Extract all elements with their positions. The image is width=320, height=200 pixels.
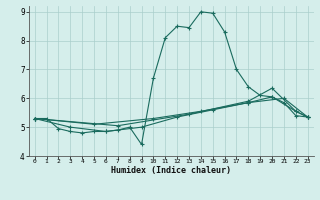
X-axis label: Humidex (Indice chaleur): Humidex (Indice chaleur) (111, 166, 231, 175)
